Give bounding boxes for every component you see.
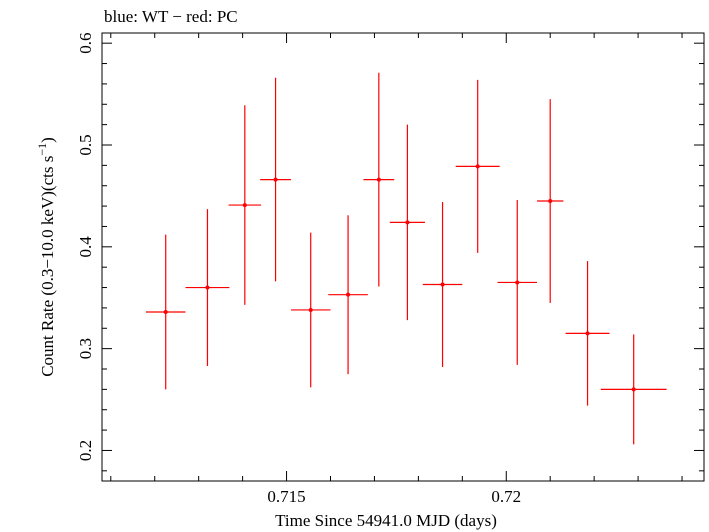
data-point	[145, 234, 186, 390]
x-tick-label: 0.715	[267, 487, 305, 506]
y-tick-label: 0.4	[76, 236, 95, 258]
data-point	[185, 209, 230, 366]
data-marker	[163, 309, 168, 314]
y-axis-label-superscript: −1	[35, 143, 49, 156]
data-marker	[346, 292, 351, 297]
data-marker	[308, 307, 313, 312]
chart-title: blue: WT − red: PC	[104, 7, 238, 26]
y-tick-label: 0.3	[76, 338, 95, 359]
data-marker	[405, 220, 410, 225]
data-marker	[548, 199, 553, 203]
plot-frame	[101, 32, 705, 482]
data-point	[290, 232, 331, 388]
data-marker	[376, 177, 381, 182]
y-tick-label: 0.2	[76, 440, 95, 461]
x-tick-label: 0.72	[491, 487, 521, 506]
data-point	[455, 79, 500, 253]
data-point	[565, 261, 610, 406]
data-marker	[273, 177, 278, 182]
y-tick-label: 0.5	[76, 134, 95, 155]
data-point	[260, 77, 291, 282]
data-point	[537, 99, 564, 303]
data-point	[328, 215, 368, 375]
data-point	[422, 202, 463, 367]
data-point	[228, 105, 262, 305]
y-tick-label: 0.6	[76, 33, 95, 54]
y-axis-label-end: )	[38, 137, 57, 143]
data-points	[145, 72, 667, 445]
data-point	[363, 72, 395, 287]
data-marker	[440, 282, 445, 287]
data-point	[389, 124, 425, 321]
data-marker	[585, 331, 590, 336]
data-marker	[475, 164, 480, 169]
data-marker	[631, 387, 636, 392]
axis-ticks	[102, 33, 704, 481]
data-marker	[515, 280, 520, 285]
y-axis-label-main: Count Rate (0.3−10.0 keV)(cts s	[38, 156, 57, 377]
tick-labels: 0.715 0.72 0.2 0.3 0.4 0.5 0.6	[76, 33, 521, 506]
data-point	[600, 334, 667, 445]
x-axis-label: Time Since 54941.0 MJD (days)	[275, 511, 497, 530]
y-axis-label: Count Rate (0.3−10.0 keV)(cts s−1)	[35, 137, 57, 377]
data-point	[497, 199, 538, 365]
data-marker	[242, 203, 247, 208]
data-marker	[205, 285, 210, 290]
